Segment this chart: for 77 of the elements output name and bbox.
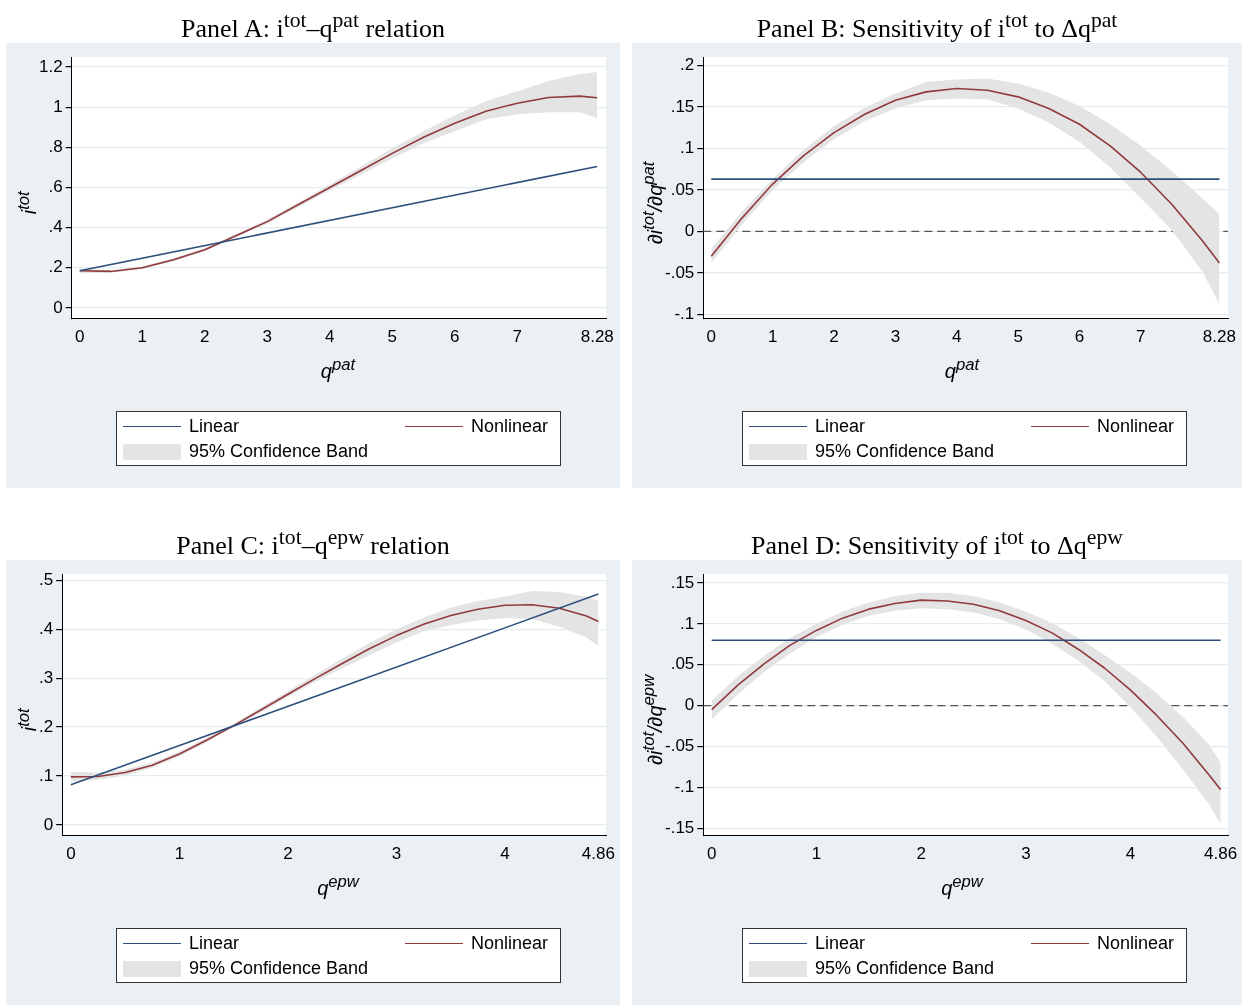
y-tick-label: 0 <box>684 221 695 241</box>
y-tick-label: 1 <box>53 96 63 116</box>
y-tick-label: .2 <box>680 54 695 74</box>
x-tick-label: 2 <box>829 327 839 347</box>
x-axis-title: q$^{epw}$ <box>940 872 985 900</box>
text: 95% Confidence Band <box>189 441 369 462</box>
text: 95% Confidence Band <box>189 958 369 979</box>
text: 95% Confidence Band <box>815 958 995 979</box>
y-tick-label: .8 <box>48 137 63 157</box>
x-tick-label: 5 <box>1013 327 1023 347</box>
x-tick-label: 8.28 <box>580 327 614 347</box>
y-tick-label: -.1 <box>674 304 695 324</box>
legend-label: Linear <box>815 933 866 954</box>
x-tick-label: 6 <box>1074 327 1085 347</box>
legend-label: Nonlinear <box>471 933 549 954</box>
x-tick-label: 3 <box>391 844 402 864</box>
legend-label: Nonlinear <box>1097 416 1175 437</box>
y-tick-label: -.15 <box>665 817 695 837</box>
y-tick-label: .05 <box>670 179 695 199</box>
x-tick-label: 1 <box>174 844 185 864</box>
x-tick-label: 7 <box>512 327 522 347</box>
x-tick-label: 6 <box>450 327 460 347</box>
y-tick-label: .15 <box>670 572 695 592</box>
y-tick-label: -.1 <box>674 777 695 797</box>
y-tick-label: -.05 <box>665 736 695 756</box>
legend-label: Linear <box>189 416 240 437</box>
x-tick-label: 3 <box>262 327 272 347</box>
x-tick-label: 0 <box>706 844 717 864</box>
y-tick-label: -.05 <box>665 262 695 282</box>
y-tick-label: .3 <box>38 667 54 687</box>
x-tick-label: 2 <box>200 327 210 347</box>
x-tick-label: 3 <box>1021 844 1031 864</box>
x-tick-label: 5 <box>387 327 397 347</box>
legend-label: Linear <box>189 933 240 954</box>
x-tick-label: 4 <box>500 844 510 864</box>
x-tick-label: 2 <box>916 844 926 864</box>
x-tick-label: 1 <box>137 327 147 347</box>
x-tick-label: 7 <box>1136 327 1146 347</box>
x-tick-label: 4 <box>1125 844 1136 864</box>
x-tick-label: 1 <box>811 844 822 864</box>
y-tick-label: 0 <box>43 814 54 834</box>
legend-label: Linear <box>815 416 866 437</box>
y-tick-label: .4 <box>38 618 54 638</box>
x-axis-title: q$^{pat}$ <box>943 355 981 383</box>
y-tick-label: .15 <box>670 96 695 116</box>
x-tick-label: 0 <box>706 327 717 347</box>
y-tick-label: .2 <box>38 716 54 736</box>
legend-label: Nonlinear <box>471 416 549 437</box>
chart-title: Panel C: i$^{tot}$–q$^{epw}$ relation <box>175 524 451 560</box>
x-tick-label: 4.86 <box>1204 844 1238 864</box>
y-tick-label: .05 <box>670 654 695 674</box>
chart-title: Panel B: Sensitivity of i$^{tot}$ to Δq$^{pat}$ <box>755 7 1119 43</box>
y-tick-label: .5 <box>38 570 54 590</box>
chart-title: Panel A: i$^{tot}$–q$^{pat}$ relation <box>180 7 446 43</box>
y-tick-label: .2 <box>48 257 63 277</box>
x-tick-label: 8.28 <box>1202 327 1236 347</box>
y-tick-label: 0 <box>684 695 695 715</box>
x-axis-title: q$^{pat}$ <box>319 355 357 383</box>
x-axis-title: q$^{epw}$ <box>316 872 361 900</box>
x-tick-label: 4 <box>325 327 335 347</box>
x-tick-label: 1 <box>767 327 778 347</box>
y-tick-label: 0 <box>53 297 63 317</box>
y-tick-label: .6 <box>48 177 63 197</box>
x-tick-label: 3 <box>890 327 901 347</box>
y-tick-label: 1.2 <box>38 56 63 76</box>
y-tick-label: .1 <box>38 765 54 785</box>
x-tick-label: 4.86 <box>581 844 615 864</box>
legend-label: Nonlinear <box>1097 933 1175 954</box>
x-tick-label: 4 <box>952 327 962 347</box>
x-tick-label: 2 <box>283 844 293 864</box>
y-tick-label: .1 <box>680 613 695 633</box>
x-tick-label: 0 <box>75 327 85 347</box>
y-tick-label: .4 <box>48 217 63 237</box>
x-tick-label: 0 <box>66 844 76 864</box>
chart-title: Panel D: Sensitivity of i$^{tot}$ to Δq$^{epw}$ <box>750 524 1124 560</box>
y-tick-label: .1 <box>680 138 695 158</box>
text: 95% Confidence Band <box>815 441 995 462</box>
